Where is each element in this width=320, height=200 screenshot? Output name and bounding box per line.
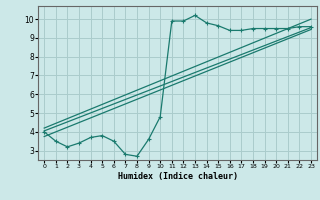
- X-axis label: Humidex (Indice chaleur): Humidex (Indice chaleur): [118, 172, 238, 181]
